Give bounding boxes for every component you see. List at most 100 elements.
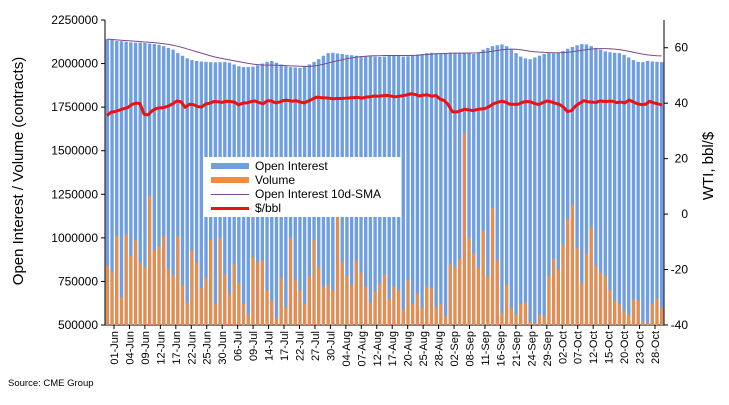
volume-bar: [589, 227, 593, 325]
open-interest-bar: [425, 53, 429, 326]
volume-bar: [195, 262, 199, 325]
volume-bar: [519, 304, 523, 325]
volume-bar: [134, 239, 137, 325]
open-interest-bar: [180, 55, 185, 325]
left-tick-label: 1000000: [51, 231, 98, 245]
open-interest-bar: [443, 53, 448, 326]
legend-item-sma: Open Interest 10d-SMA: [203, 187, 401, 201]
x-tick-label: 24-Sep: [526, 331, 538, 366]
x-axis-ticks: 01-Jun 04-Jun 09-Jun 12-Jun 17-Jun 22-Jun 25-J…: [109, 325, 662, 366]
x-tick-label: 09-Jun: [140, 331, 152, 365]
volume-bar: [617, 304, 621, 325]
volume-bar: [317, 267, 321, 325]
open-interest-bar: [185, 58, 189, 326]
right-tick-label: -40: [671, 318, 689, 332]
x-tick-label: 21-Sep: [511, 331, 523, 366]
open-interest-bar: [594, 47, 598, 325]
open-interest-bar: [528, 59, 532, 326]
volume-bar: [650, 304, 654, 325]
volume-bar: [298, 290, 302, 325]
left-tick-label: 2000000: [51, 57, 98, 71]
volume-bar: [495, 260, 499, 325]
volume-bar: [636, 300, 640, 325]
volume-bar: [528, 321, 532, 325]
right-tick-label: 20: [675, 152, 689, 166]
x-tick-label: 08-Sep: [465, 331, 477, 366]
x-tick-label: 17-Jun: [171, 331, 183, 365]
volume-bar: [547, 276, 551, 325]
left-tick-label: 2250000: [51, 13, 98, 27]
legend-item-volume: Volume: [203, 173, 401, 187]
volume-bar: [265, 290, 269, 325]
volume-bar: [542, 316, 546, 325]
open-interest-bar: [147, 43, 152, 325]
volume-bar: [213, 304, 217, 325]
x-tick-label: 12-Oct: [588, 331, 600, 364]
legend-label: Volume: [255, 173, 296, 187]
open-interest-bar: [598, 49, 603, 325]
open-interest-bar: [486, 47, 490, 325]
volume-bar: [157, 246, 161, 325]
x-tick-label: 06-Jul: [233, 331, 245, 361]
open-interest-bar: [514, 53, 518, 326]
open-interest-bar: [542, 53, 546, 326]
open-interest-bar: [612, 52, 617, 326]
open-interest-bar: [129, 42, 133, 326]
volume-bar: [444, 316, 447, 325]
left-axis-label: Open Interest / Volume (contracts): [10, 57, 27, 285]
x-tick-label: 04-Aug: [341, 331, 353, 366]
volume-bar: [613, 300, 617, 325]
volume-bar: [603, 276, 607, 325]
open-interest-bar: [551, 53, 556, 326]
volume-bar: [232, 264, 236, 325]
x-tick-label: 27-Jul: [310, 331, 322, 361]
legend-swatch-open-interest: [211, 163, 249, 169]
x-tick-label: 12-Aug: [372, 331, 384, 366]
volume-bar: [594, 265, 598, 325]
open-interest-bar: [627, 57, 631, 325]
volume-bar: [472, 253, 476, 325]
right-axis-ticks: -40 -20 0 20 40 60: [664, 41, 688, 332]
volume-bar: [322, 286, 325, 325]
volume-bar: [293, 279, 297, 325]
volume-bar: [246, 314, 250, 325]
open-interest-bar: [504, 46, 509, 325]
volume-bar: [509, 307, 513, 325]
x-tick-label: 12-Jun: [155, 331, 167, 365]
volume-bar: [608, 290, 612, 325]
x-tick-label: 17-Jul: [279, 331, 291, 361]
volume-bar: [307, 276, 311, 325]
volume-bar: [138, 262, 142, 325]
x-tick-label: 25-Jun: [202, 331, 214, 365]
open-interest-bar: [143, 43, 147, 325]
volume-bar: [655, 298, 659, 325]
open-interest-bar: [190, 60, 194, 326]
volume-bar: [115, 236, 119, 325]
open-interest-bar: [457, 53, 462, 326]
volume-bar: [491, 208, 494, 325]
open-interest-bar: [199, 61, 203, 325]
volume-bar: [425, 286, 429, 325]
x-tick-label: 14-Jul: [264, 331, 276, 361]
legend-swatch-price: [211, 207, 249, 210]
open-interest-bar: [533, 57, 537, 325]
volume-bar: [354, 260, 358, 325]
volume-bar: [561, 244, 565, 325]
volume-bar: [378, 283, 382, 325]
volume-bar: [185, 302, 189, 325]
volume-bar: [171, 276, 175, 325]
open-interest-bar: [566, 48, 570, 325]
x-tick-label: 02-Oct: [557, 331, 569, 364]
volume-bar: [505, 284, 509, 325]
volume-bar: [397, 290, 400, 325]
volume-bar: [570, 204, 574, 325]
volume-bar: [340, 262, 344, 325]
open-interest-sma-line: [107, 38, 662, 67]
volume-bar: [364, 286, 368, 325]
x-tick-label: 17-Aug: [387, 331, 399, 366]
open-interest-bar: [119, 41, 124, 325]
volume-bar: [500, 312, 504, 325]
open-interest-bar: [138, 42, 142, 325]
volume-bar: [514, 314, 518, 325]
open-interest-bar: [636, 61, 640, 325]
